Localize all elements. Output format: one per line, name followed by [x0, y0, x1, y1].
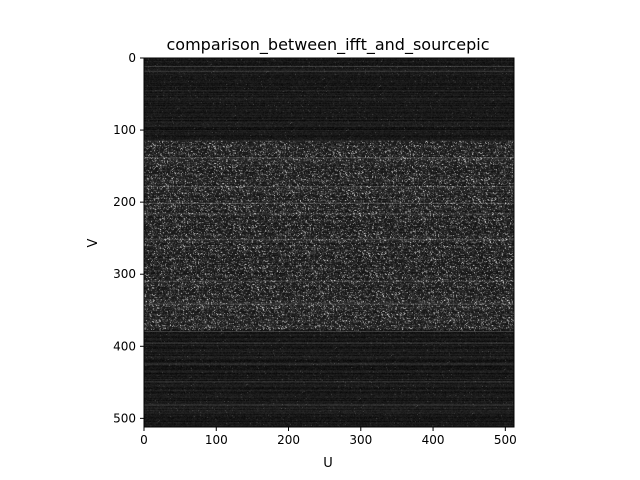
x-tick-label: 100	[205, 433, 228, 447]
y-tick-label: 300	[113, 267, 136, 281]
chart-title: comparison_between_ifft_and_sourcepic	[167, 35, 490, 55]
axes-frame	[143, 57, 515, 428]
x-tick-label: 500	[494, 433, 517, 447]
y-tick-label: 400	[113, 339, 136, 353]
y-tick-label: 100	[113, 123, 136, 137]
heatmap-raster	[144, 58, 514, 427]
y-axis-label: V	[86, 238, 101, 247]
x-tick-label: 400	[422, 433, 445, 447]
heatmap-image	[144, 58, 514, 427]
x-tick-label: 200	[277, 433, 300, 447]
x-tick-label: 0	[140, 433, 148, 447]
x-axis-ticks: 0 100 200 300 400 500	[140, 427, 517, 447]
x-axis-label: U	[323, 456, 333, 471]
y-tick-label: 500	[113, 411, 136, 425]
x-tick-label: 300	[349, 433, 372, 447]
y-tick-label: 200	[113, 195, 136, 209]
y-axis-ticks: 0 100 200 300 400 500	[113, 51, 144, 425]
y-tick-label: 0	[128, 51, 136, 65]
